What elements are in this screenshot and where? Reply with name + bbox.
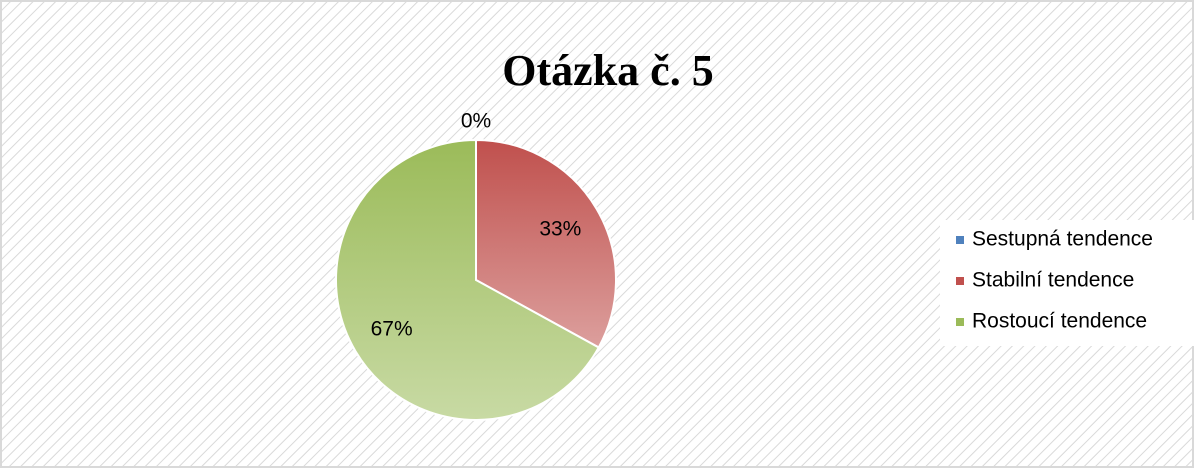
- pie-slice: [475, 138, 617, 349]
- legend-swatch: [956, 318, 964, 326]
- data-label: 33%: [539, 218, 581, 241]
- data-label: 0%: [461, 110, 491, 133]
- legend-swatch: [956, 277, 964, 285]
- legend-label: Stabilní tendence: [972, 269, 1134, 292]
- legend-label: Sestupná tendence: [972, 228, 1153, 251]
- pie-slice: [335, 138, 601, 421]
- legend-label: Rostoucí tendence: [972, 310, 1147, 333]
- legend-swatch: [956, 236, 964, 244]
- legend-box: [940, 220, 1194, 346]
- chart-title: Otázka č. 5: [502, 46, 713, 95]
- data-label: 67%: [371, 317, 413, 340]
